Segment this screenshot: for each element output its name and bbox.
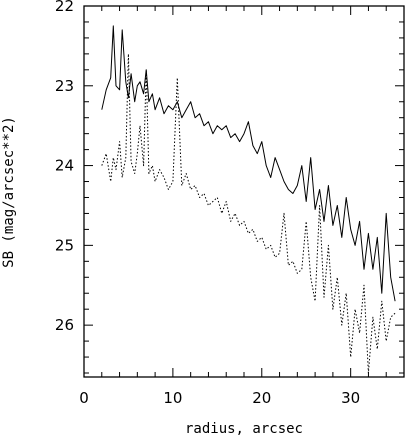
plot-frame <box>83 5 405 378</box>
y-tick-label: 26 <box>55 316 74 334</box>
tick-labels: 0 10 20 30 22 23 24 25 26 <box>55 0 360 407</box>
y-tick-label: 23 <box>55 77 74 95</box>
axis-ticks <box>83 5 405 377</box>
y-axis-label: SB (mag/arcsec**2) <box>1 116 17 268</box>
series-line-solid <box>101 25 396 302</box>
y-tick-label: 25 <box>55 236 74 254</box>
series-lines <box>101 25 396 374</box>
x-tick-label: 20 <box>252 389 271 407</box>
y-tick-label: 24 <box>55 157 74 175</box>
x-tick-label: 30 <box>341 389 360 407</box>
x-tick-label: 0 <box>79 389 89 407</box>
series-line-dotted <box>101 53 396 374</box>
x-axis-label: radius, arcsec <box>185 421 303 437</box>
y-tick-label: 22 <box>55 0 74 15</box>
x-tick-label: 10 <box>163 389 182 407</box>
